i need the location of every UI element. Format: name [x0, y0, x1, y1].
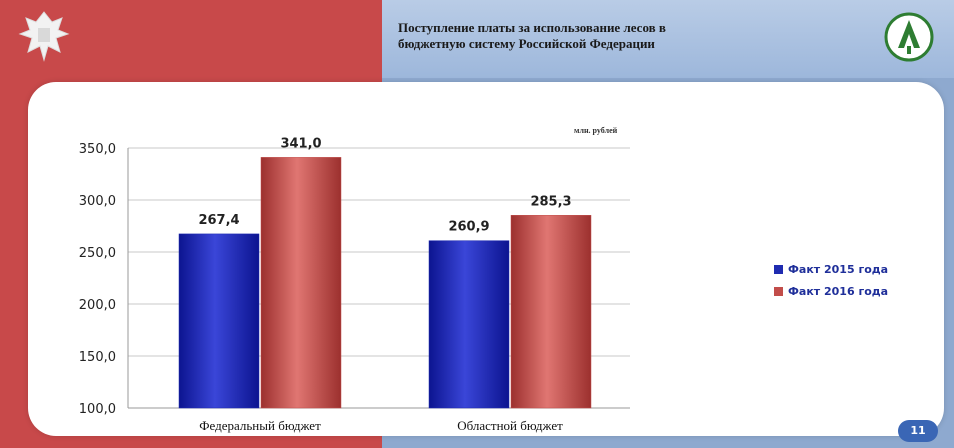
- legend-item-2015: Факт 2015 года: [774, 258, 888, 280]
- page-number-badge: 11: [898, 420, 938, 442]
- y-tick-label: 250,0: [79, 246, 116, 261]
- legend-label-2016: Факт 2016 года: [788, 284, 889, 298]
- x-category-label: Федеральный бюджет: [199, 418, 321, 433]
- forestry-logo-icon: [884, 12, 934, 62]
- legend-swatch-2015: [774, 264, 783, 274]
- y-tick-label: 200,0: [79, 298, 116, 313]
- slide-title: Поступление платы за использование лесов…: [398, 20, 868, 52]
- data-label: 285,3: [530, 194, 571, 209]
- legend-swatch-2016: [774, 286, 783, 296]
- bar-2015-regional: [428, 240, 510, 409]
- chart-legend: Факт 2015 года Факт 2016 года: [774, 258, 888, 302]
- bar-2016-regional: [510, 215, 592, 409]
- data-label: 341,0: [280, 136, 321, 151]
- slide-title-line-2: бюджетную систему Российской Федерации: [398, 36, 655, 51]
- bar-2015-federal: [178, 233, 260, 409]
- data-label: 260,9: [448, 220, 489, 235]
- y-tick-label: 100,0: [79, 402, 116, 417]
- data-label: 267,4: [198, 213, 239, 228]
- y-tick-label: 150,0: [79, 350, 116, 365]
- x-category-label: Областной бюджет: [457, 418, 563, 433]
- y-tick-label: 300,0: [79, 194, 116, 209]
- slide-title-line-1: Поступление платы за использование лесов…: [398, 20, 666, 35]
- bar-2016-federal: [260, 157, 342, 409]
- legend-label-2015: Факт 2015 года: [788, 262, 889, 276]
- unit-label: млн. рублей: [574, 126, 618, 135]
- title-bar: [382, 0, 954, 78]
- legend-item-2016: Факт 2016 года: [774, 280, 888, 302]
- coat-of-arms-icon: [18, 11, 70, 62]
- y-tick-label: 350,0: [79, 142, 116, 157]
